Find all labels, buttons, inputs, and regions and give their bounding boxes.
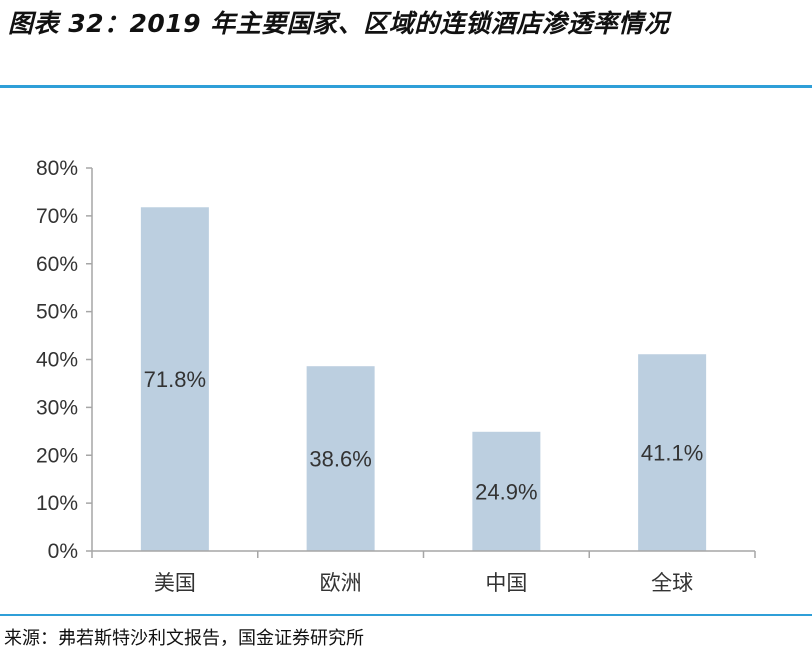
x-axis: 美国 欧洲 中国 全球 <box>91 550 756 595</box>
bar-chart: 0% 10% 20% 30% 40% 50% 60% 70% 80% 71.8% 38.6% 24.… <box>36 157 756 595</box>
y-tick-label: 70% <box>36 205 78 228</box>
x-tick-label: 中国 <box>485 571 527 595</box>
bar <box>472 431 541 551</box>
bars: 71.8% 38.6% 24.9% 41.1% <box>140 207 707 551</box>
y-tick-label: 30% <box>36 396 78 419</box>
bottom-divider <box>0 614 812 616</box>
y-tick-label: 10% <box>36 492 78 515</box>
figure-title: 图表 32：2019 年主要国家、区域的连锁酒店渗透率情况 <box>8 9 670 38</box>
x-tick-label: 美国 <box>154 571 196 595</box>
data-label: 24.9% <box>475 479 537 504</box>
y-axis: 0% 10% 20% 30% 40% 50% 60% 70% 80% <box>36 157 93 563</box>
y-tick-label: 20% <box>36 444 78 467</box>
y-tick-label: 0% <box>48 540 78 563</box>
bar <box>140 207 209 551</box>
x-tick-label: 全球 <box>651 571 693 595</box>
data-label: 71.8% <box>144 367 206 392</box>
data-label: 38.6% <box>309 447 371 472</box>
source-note: 来源：弗若斯特沙利文报告，国金证券研究所 <box>4 628 364 649</box>
bar <box>306 366 375 551</box>
data-label: 41.1% <box>641 441 703 466</box>
x-tick-label: 欧洲 <box>320 571 362 595</box>
bar <box>638 354 707 551</box>
y-tick-label: 40% <box>36 349 78 372</box>
y-tick-label: 60% <box>36 253 78 276</box>
y-tick-label: 80% <box>36 157 78 180</box>
top-divider <box>0 85 812 88</box>
y-tick-label: 50% <box>36 301 78 324</box>
